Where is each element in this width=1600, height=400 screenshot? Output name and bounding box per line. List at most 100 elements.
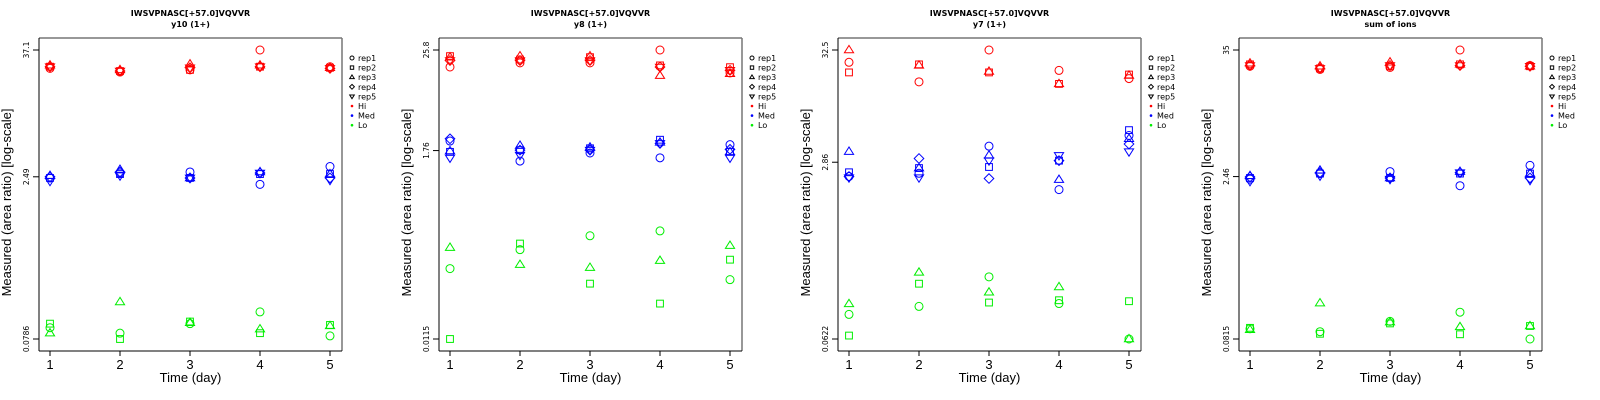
legend-item-rep2: rep2	[1148, 64, 1175, 73]
data-point	[444, 145, 456, 155]
legend-dot-icon	[350, 123, 354, 127]
data-point	[514, 151, 526, 161]
legend-item-rep4: rep4	[748, 83, 776, 92]
data-point	[655, 226, 665, 236]
data-point	[114, 166, 126, 178]
legend-label: rep2	[358, 64, 376, 73]
data-point	[843, 44, 855, 54]
data-point	[584, 146, 596, 156]
x-tick-label: 2	[116, 357, 123, 372]
legend-label: Lo	[1558, 121, 1567, 130]
data-point	[1055, 156, 1063, 165]
data-point	[1385, 167, 1395, 177]
x-tick-label: 5	[726, 357, 733, 372]
x-axis-label: Time (day)	[1360, 370, 1422, 385]
legend-circle-icon	[349, 55, 355, 61]
data-point	[1123, 138, 1135, 150]
data-point	[184, 172, 196, 182]
x-tick-label: 1	[845, 357, 852, 372]
data-point	[255, 45, 265, 55]
x-tick-label: 1	[46, 357, 53, 372]
y-tick-label: 0.0115	[422, 326, 431, 352]
legend-label: Hi	[1558, 102, 1566, 111]
data-point	[446, 335, 454, 343]
legend-item-rep4: rep4	[1147, 83, 1175, 92]
y-axis-label: Measured (area ratio) [log-scale]	[0, 109, 14, 297]
x-tick-label: 4	[656, 357, 663, 372]
data-point	[514, 259, 526, 268]
data-point	[913, 162, 925, 172]
data-point	[1384, 172, 1396, 182]
data-point	[1053, 281, 1065, 291]
legend-label: Hi	[358, 102, 366, 111]
data-point	[185, 65, 195, 75]
legend-label: rep4	[758, 83, 776, 92]
data-point	[1054, 299, 1064, 309]
data-point	[984, 141, 994, 151]
data-point	[1123, 148, 1135, 158]
data-point	[514, 50, 526, 60]
data-point	[584, 141, 596, 151]
data-point	[724, 143, 736, 155]
legend-item-hi: Hi	[350, 102, 366, 111]
legend-label: Med	[1558, 112, 1575, 121]
data-point	[44, 327, 56, 337]
data-point	[444, 242, 456, 251]
data-point	[983, 65, 995, 75]
legend-item-med: Med	[350, 112, 375, 121]
data-point	[1244, 171, 1256, 183]
chart-title: IWSVPNASC[+57.0]VQVVR	[1331, 9, 1450, 18]
data-point	[584, 57, 596, 67]
legend-item-rep2: rep2	[1549, 64, 1576, 73]
x-tick-label: 1	[1246, 357, 1253, 372]
legend-label: rep5	[1157, 92, 1175, 101]
legend-item-rep1: rep1	[749, 54, 776, 63]
legend-item-hi: Hi	[1149, 102, 1165, 111]
y-tick-label: 37.1	[22, 41, 31, 58]
x-tick-label: 2	[915, 357, 922, 372]
data-point	[1316, 329, 1324, 338]
data-point	[516, 239, 524, 248]
y-axis-label: Measured (area ratio) [log-scale]	[798, 109, 813, 297]
legend-item-rep4: rep4	[1548, 83, 1576, 92]
data-point	[1315, 327, 1325, 337]
legend-dot-icon	[350, 104, 354, 108]
x-tick-label: 4	[1456, 357, 1463, 372]
legend-square-icon	[349, 65, 355, 70]
data-point	[913, 266, 925, 276]
data-point	[724, 240, 736, 249]
legend-dot-icon	[1550, 114, 1554, 117]
data-point	[655, 45, 665, 55]
data-point	[1053, 155, 1065, 167]
legend-item-rep3: rep3	[348, 73, 376, 82]
data-point	[845, 331, 853, 340]
legend-label: rep4	[358, 83, 376, 92]
data-point	[1053, 174, 1065, 183]
chart-subtitle: y10 (1+)	[171, 20, 210, 29]
y-tick-label: 35	[1222, 45, 1231, 55]
legend-item-rep3: rep3	[748, 73, 776, 82]
data-point	[324, 172, 336, 184]
data-point	[654, 63, 666, 73]
data-point	[1123, 133, 1135, 142]
legend-dot-icon	[1149, 123, 1153, 127]
data-point	[44, 177, 56, 187]
legend-label: rep5	[358, 92, 376, 101]
legend-label: Lo	[358, 121, 367, 130]
legend-dot-icon	[750, 123, 754, 127]
y-tick-label: 2.86	[821, 154, 830, 171]
legend-circle-icon	[1148, 55, 1154, 61]
data-point	[1524, 172, 1536, 184]
y-tick-label: 0.0622	[821, 326, 830, 352]
data-point	[1524, 176, 1536, 186]
data-point	[445, 62, 455, 72]
data-point	[725, 275, 735, 285]
data-point	[984, 272, 994, 282]
data-point	[1123, 69, 1135, 79]
data-point	[1385, 62, 1395, 72]
legend-label: rep1	[1558, 54, 1576, 63]
data-point	[1125, 297, 1133, 306]
legend-triangle-icon	[748, 73, 756, 80]
legend-triangle-down-icon	[348, 94, 356, 100]
